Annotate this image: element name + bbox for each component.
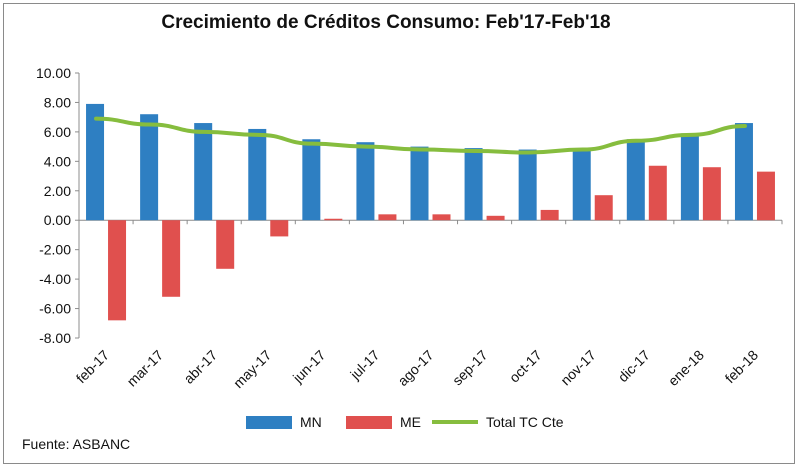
x-tick-label: ene-18 — [665, 347, 707, 389]
bar-me — [216, 220, 235, 269]
legend-mn-label: MN — [300, 414, 322, 430]
x-tick-label: mar-17 — [124, 347, 167, 390]
x-tick-label: feb-17 — [73, 347, 113, 387]
bar-me — [108, 220, 127, 321]
x-tick-label: ago-17 — [394, 347, 436, 389]
bar-mn — [410, 146, 429, 221]
legend-me-swatch — [346, 416, 392, 429]
bar-me — [270, 220, 289, 237]
bar-me — [432, 214, 451, 221]
bar-mn — [518, 149, 537, 221]
bar-me — [378, 214, 397, 221]
y-tick-label: 0.00 — [44, 212, 71, 228]
bar-me — [540, 209, 559, 221]
chart-axes: 10.00 8.00 6.00 4.00 2.00 0.00 -2.00 -4.00 -6.00… — [36, 65, 783, 391]
bar-me — [594, 195, 613, 221]
bar-mn — [356, 142, 375, 221]
x-tick-label: oct-17 — [506, 347, 545, 386]
chart-frame — [3, 3, 795, 464]
bar-me — [162, 220, 181, 297]
bar-mn — [626, 139, 645, 221]
bar-mn — [302, 139, 321, 221]
bar-me — [648, 165, 667, 221]
bar-mn — [86, 103, 105, 221]
y-tick-label: -8.00 — [39, 330, 71, 346]
bar-mn — [734, 123, 753, 221]
x-tick-label: dic-17 — [615, 347, 653, 385]
bar-mn — [464, 148, 483, 221]
chart-title: Crecimiento de Créditos Consumo: Feb'17-… — [161, 12, 611, 33]
bar-me — [756, 171, 775, 221]
chart-line — [94, 116, 747, 155]
y-tick-label: -4.00 — [39, 271, 71, 287]
x-tick-label: may-17 — [230, 347, 274, 391]
bar-me — [324, 218, 343, 221]
y-tick-label: 2.00 — [44, 183, 71, 199]
bar-mn — [572, 148, 591, 221]
y-tick-label: -6.00 — [39, 301, 71, 317]
x-tick-label: nov-17 — [557, 347, 599, 389]
chart-bars — [86, 103, 775, 321]
legend-me-label: ME — [400, 414, 421, 430]
line-total-tc-cte — [94, 116, 747, 155]
x-tick-label: abr-17 — [180, 347, 220, 387]
bar-mn — [194, 123, 213, 221]
legend-total-label: Total TC Cte — [486, 414, 564, 430]
bar-me — [702, 167, 721, 221]
y-tick-label: 10.00 — [36, 65, 71, 81]
x-tick-label: feb-18 — [722, 347, 762, 387]
bar-me — [486, 215, 505, 221]
y-tick-label: 4.00 — [44, 153, 71, 169]
chart-source: Fuente: ASBANC — [22, 436, 131, 452]
y-tick-label: 8.00 — [44, 94, 71, 110]
bar-mn — [680, 133, 699, 221]
y-tick-label: 6.00 — [44, 124, 71, 140]
legend-mn-swatch — [246, 416, 292, 429]
x-tick-label: sep-17 — [449, 347, 491, 389]
x-tick-label: jul-17 — [346, 347, 382, 383]
x-tick-label: jun-17 — [289, 347, 329, 387]
bar-mn — [248, 128, 267, 221]
bar-mn — [140, 114, 159, 221]
y-tick-label: -2.00 — [39, 242, 71, 258]
chart-legend: MN ME Total TC Cte — [246, 414, 564, 430]
